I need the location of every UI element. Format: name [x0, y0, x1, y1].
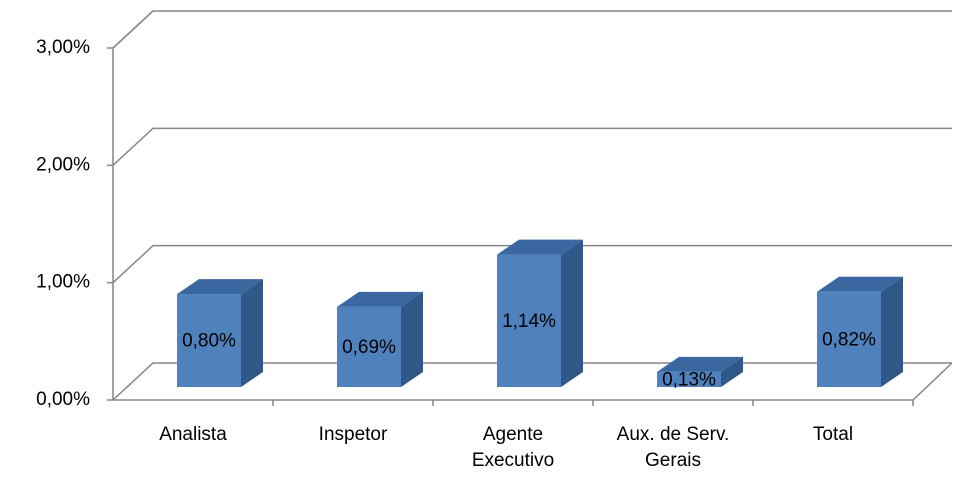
y-tick-label: 2,00%	[36, 154, 90, 175]
y-tick-label: 1,00%	[36, 272, 90, 293]
bar-top	[177, 279, 263, 295]
bar	[657, 371, 721, 387]
x-tick-label: Agente Executivo	[471, 424, 555, 471]
bar-side	[721, 356, 743, 387]
data-label: 1,14%	[502, 311, 556, 332]
y-axis-back	[112, 10, 154, 49]
x-tick-label: Aux. de Serv. Gerais	[616, 424, 730, 471]
bar-side	[241, 279, 263, 387]
bar-top	[657, 356, 743, 372]
grid-line	[112, 127, 952, 166]
grid-line	[112, 10, 952, 49]
grid-line	[112, 244, 952, 284]
data-label: 0,82%	[822, 329, 876, 350]
bar-top	[497, 239, 583, 255]
x-tick-label: Inspetor	[318, 424, 388, 445]
y-tick-label: 0,00%	[36, 389, 90, 410]
data-label: 0,69%	[342, 337, 396, 358]
bar-side	[401, 291, 423, 387]
x-tick-label: Total	[812, 424, 854, 445]
bar-side	[881, 276, 903, 387]
bar	[817, 291, 881, 387]
bar	[177, 294, 241, 387]
x-tick-label: Analista	[159, 424, 227, 445]
bar	[337, 306, 401, 387]
y-tick-label: 3,00%	[36, 37, 90, 58]
data-label: 0,13%	[662, 369, 716, 390]
bar-top	[817, 276, 903, 292]
bar-side	[561, 239, 583, 387]
data-label: 0,80%	[182, 331, 236, 352]
bar-top	[337, 291, 423, 307]
bar	[497, 254, 561, 387]
